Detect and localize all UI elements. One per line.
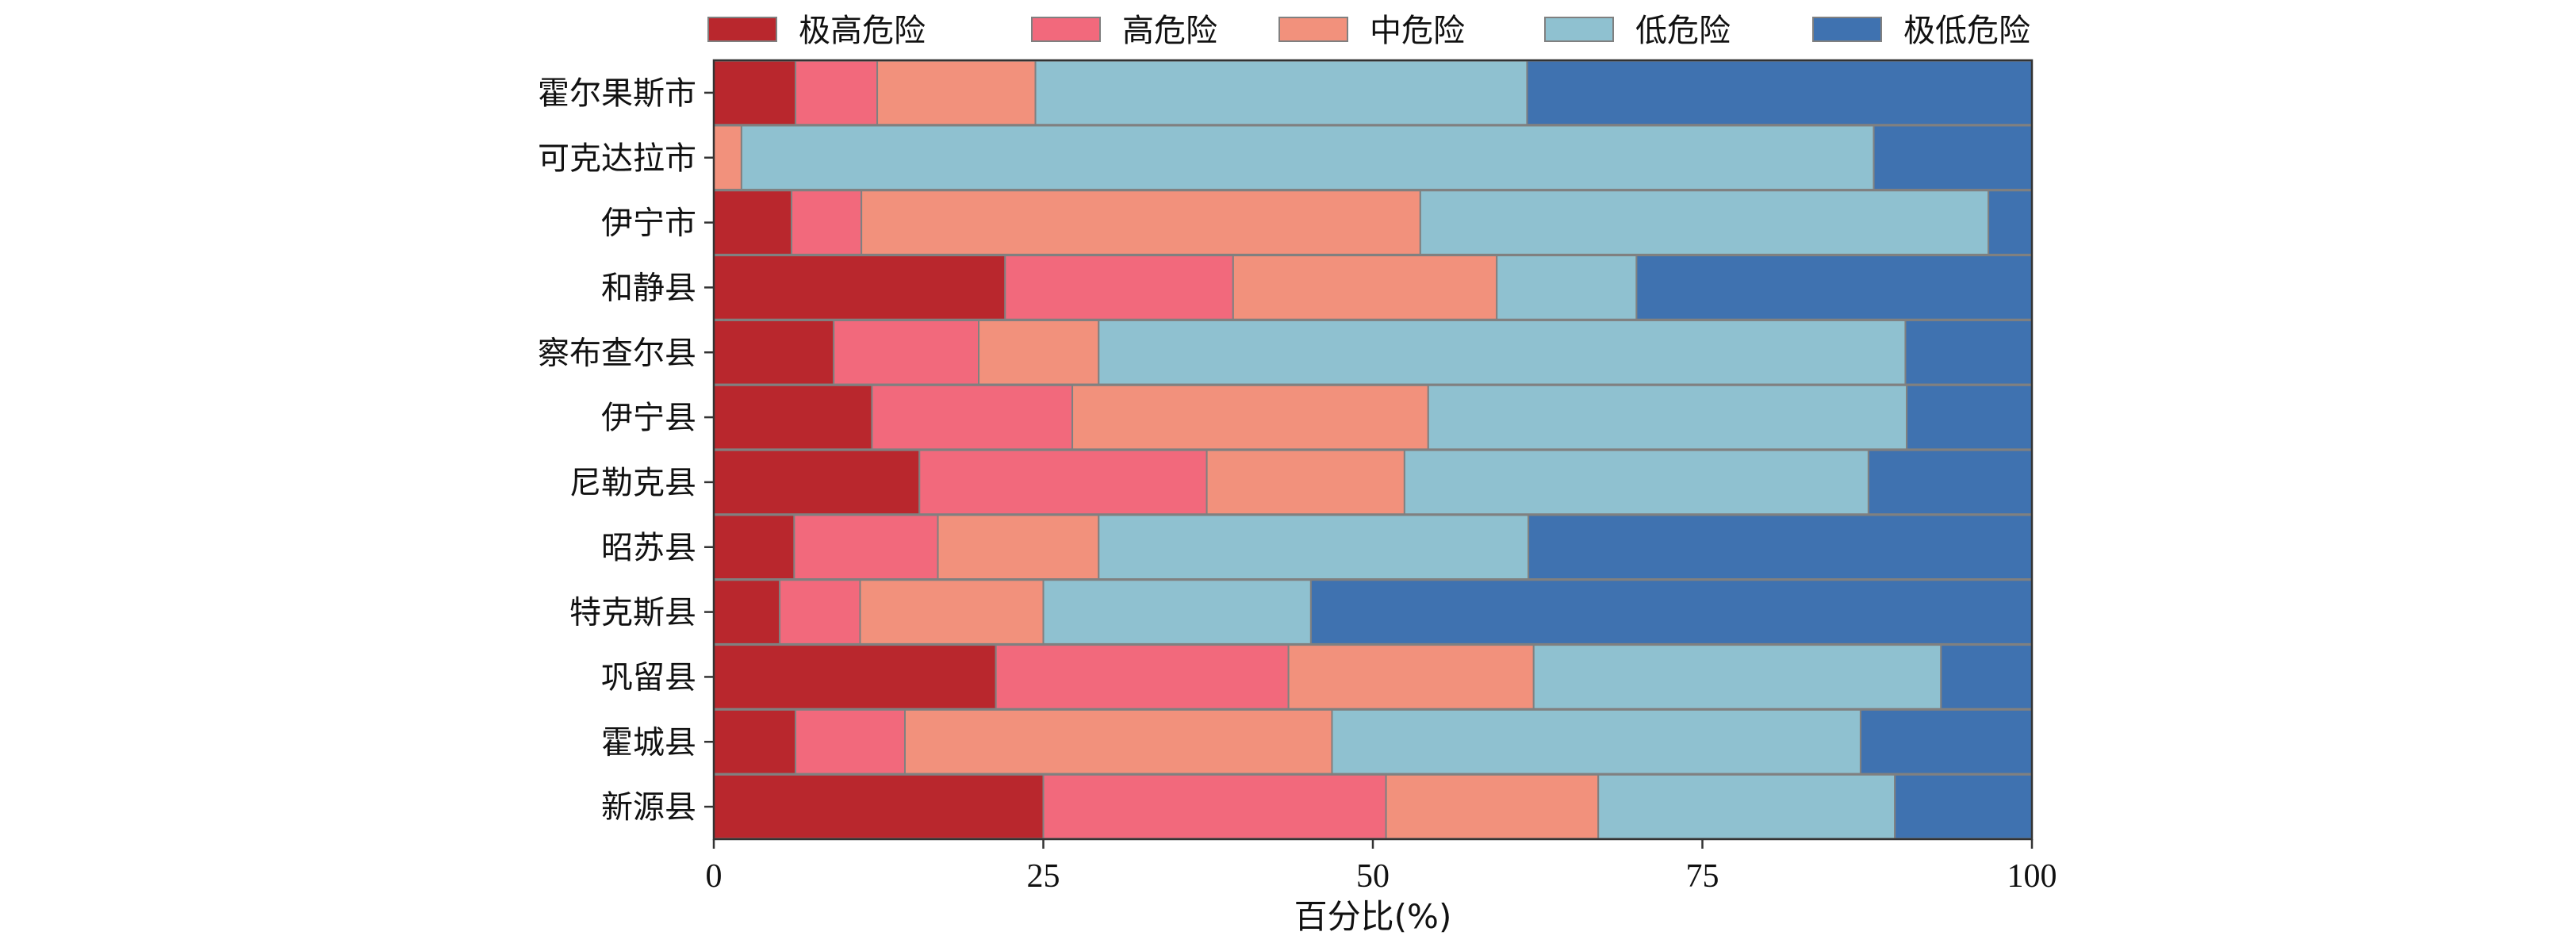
x-tick-label: 0 [706,858,723,895]
category-label: 伊宁市 [601,205,696,242]
bar-segment [1906,384,2034,451]
bar-segment [918,449,1208,516]
bar-segment [1042,773,1387,840]
bar-segment [713,319,835,385]
legend-swatch [1812,17,1882,42]
category-label: 伊宁县 [601,400,696,436]
legend-label: 极低危险 [1903,13,2030,49]
category-label: 昭苏县 [601,530,696,566]
bar-segment [791,190,863,255]
bar-segment [1419,190,1990,255]
category-label: 霍城县 [601,724,696,761]
bar-segment [1496,255,1638,320]
bar-segment [1206,449,1405,516]
bar-segment [1940,644,2034,710]
bar-segment [795,59,879,126]
bar-segment [861,190,1421,255]
bar-segment [995,644,1290,710]
bar-segment [1528,514,2033,581]
bar-segment [1331,708,1861,775]
bar-segment [1042,579,1312,645]
category-label: 特克斯县 [569,595,696,631]
category-label: 察布查尔县 [538,335,696,371]
bar-segment [1635,255,2033,320]
bar-segment [1532,644,1942,710]
category-label: 可克达拉市 [538,140,696,177]
x-tick-label: 75 [1686,858,1719,895]
bar-segment [713,708,797,775]
bar-segment [1873,125,2034,191]
bar-segment [876,59,1037,126]
bars [713,59,2034,840]
bar-segment [1427,384,1908,451]
bar-segment [859,579,1045,645]
bar-segment [1597,773,1896,840]
bar-segment [1894,773,2034,840]
x-tick-label: 25 [1027,858,1060,895]
category-label: 新源县 [601,789,696,826]
bar-segment [871,384,1074,451]
bar-segment [713,514,795,581]
category-label: 和静县 [601,270,696,306]
legend-swatch [1031,17,1101,42]
x-tick-label: 100 [2007,858,2057,895]
bar-segment [1988,190,2034,255]
bar-segment [1859,708,2033,775]
bar-segment [1232,255,1498,320]
bar-segment [978,319,1100,385]
bar-segment [1904,319,2033,385]
bar-segment [1287,644,1535,710]
bar-segment [1034,59,1528,126]
bar-segment [1403,449,1869,516]
bar-segment [779,579,861,645]
bar-segment [740,125,1875,191]
bar-segment [713,773,1045,840]
bar-segment [1071,384,1429,451]
legend-label: 低危险 [1635,13,1731,49]
category-labels: 霍尔果斯市可克达拉市伊宁市和静县察布查尔县伊宁县尼勒克县昭苏县特克斯县巩留县霍城… [538,75,696,826]
x-tick-label: 50 [1356,858,1390,895]
bar-segment [713,449,921,516]
legend-swatch [707,17,777,42]
bar-segment [1309,579,2033,645]
bar-segment [793,514,939,581]
bar-segment [833,319,980,385]
axes: 0 25 50 75 100 [704,59,2057,895]
category-label: 巩留县 [601,659,696,696]
bar-segment [1385,773,1600,840]
bar-segment [713,644,997,710]
legend: 极高危险 高危险 中危险 低危险 极低危险 [707,13,2030,49]
bar-segment [1867,449,2034,516]
bar-segment [713,255,1006,320]
bar-segment [1526,59,2033,126]
bar-segment [713,579,781,645]
bar-segment [713,384,873,451]
bar-segment [903,708,1333,775]
bar-segment [1004,255,1234,320]
legend-label: 高危险 [1122,13,1217,49]
bar-segment [937,514,1100,581]
legend-label: 中危险 [1370,13,1465,49]
legend-swatch [1278,17,1348,42]
x-axis-label: 百分比(%) [1294,897,1452,936]
legend-swatch [1544,17,1614,42]
bar-segment [713,59,797,126]
bar-segment [713,190,793,255]
bar-segment [1098,514,1530,581]
bar-segment [795,708,906,775]
category-label: 霍尔果斯市 [538,75,696,112]
legend-label: 极高危险 [799,13,926,49]
category-label: 尼勒克县 [569,465,696,501]
bar-segment [1098,319,1907,385]
bar-segment [713,125,742,191]
